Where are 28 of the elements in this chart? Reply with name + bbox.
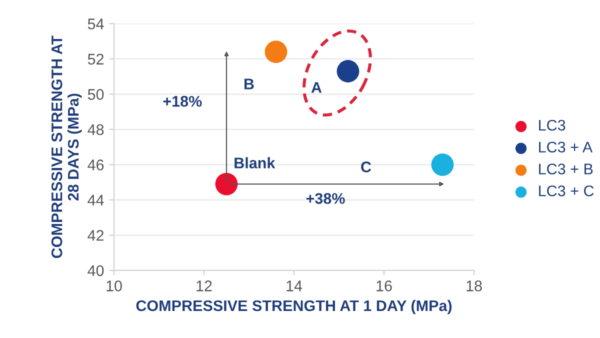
y-tick-label: 44 bbox=[88, 194, 104, 206]
x-tick-label: 14 bbox=[286, 280, 302, 292]
annotation: +18% bbox=[163, 96, 202, 107]
y-tick-label: 50 bbox=[88, 89, 104, 100]
y-tick-label: 40 bbox=[88, 265, 104, 276]
legend-label: LC3 + B bbox=[539, 164, 593, 174]
y-tick-label: 48 bbox=[88, 124, 104, 136]
y-tick-label: 46 bbox=[88, 160, 104, 170]
annotation: A bbox=[311, 82, 322, 93]
x-tick-label: 16 bbox=[376, 280, 392, 292]
y-tick-label: 42 bbox=[88, 230, 104, 241]
annotation: B bbox=[244, 78, 254, 90]
point bbox=[431, 153, 454, 176]
legend-label: LC3 + C bbox=[539, 185, 594, 196]
x-tick-label: 18 bbox=[466, 280, 482, 292]
x-tick-label: 10 bbox=[106, 280, 122, 292]
annotation: C bbox=[361, 162, 372, 172]
annotation: +38% bbox=[306, 193, 345, 204]
annotation: Blank bbox=[234, 157, 276, 168]
point bbox=[264, 40, 288, 64]
y-axis-title: COMPRESSIVE STRENGTH AT 28 DAYS (MPa) bbox=[51, 36, 82, 258]
point bbox=[215, 172, 238, 196]
x-axis-title: COMPRESSIVE STRENGTH AT 1 DAY (MPa) bbox=[136, 300, 452, 314]
legend-label: LC3 bbox=[539, 120, 566, 131]
y-tick-label: 54 bbox=[88, 18, 104, 30]
y-tick-label: 52 bbox=[88, 54, 104, 65]
legend-label: LC3 + A bbox=[539, 142, 593, 153]
x-tick-label: 12 bbox=[196, 280, 212, 292]
